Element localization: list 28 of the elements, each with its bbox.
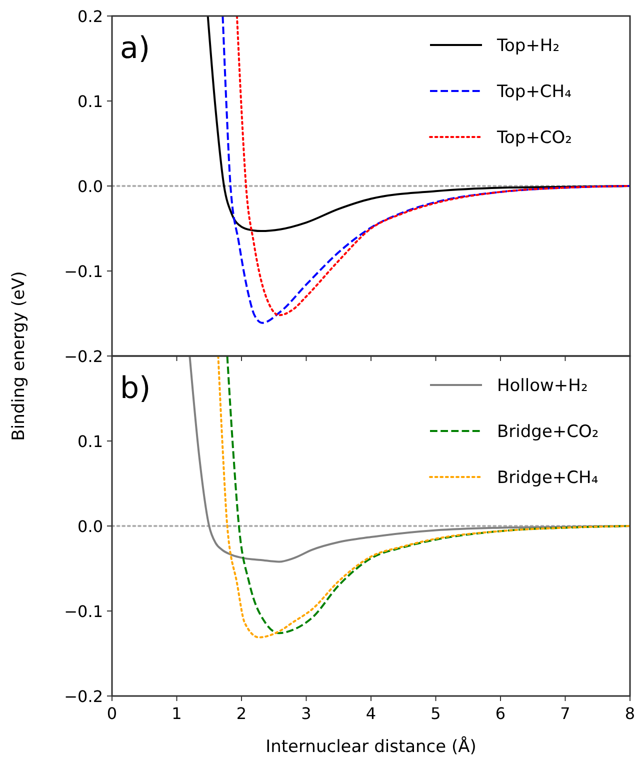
y-tick-label: −0.2 bbox=[64, 347, 103, 366]
x-tick-label: 3 bbox=[301, 704, 312, 723]
x-tick-label: 0 bbox=[106, 704, 118, 723]
y-tick-label: 0.0 bbox=[78, 177, 103, 196]
x-tick-label: 8 bbox=[624, 704, 636, 723]
legend-label: Top+CH₄ bbox=[496, 82, 572, 102]
legend-label: Top+H₂ bbox=[496, 36, 560, 56]
y-tick-label: 0.0 bbox=[78, 517, 103, 536]
y-tick-label: −0.1 bbox=[64, 602, 103, 621]
y-tick-label: −0.1 bbox=[64, 262, 103, 281]
x-axis-title: Internuclear distance (Å) bbox=[266, 736, 476, 757]
annotation: a) bbox=[120, 31, 150, 66]
y-tick-label: 0.2 bbox=[78, 7, 103, 26]
y-tick-label: −0.2 bbox=[64, 687, 103, 706]
annotation: b) bbox=[120, 371, 151, 406]
x-tick-label: 7 bbox=[560, 704, 570, 723]
x-tick-label: 4 bbox=[366, 704, 376, 723]
legend-label: Bridge+CO₂ bbox=[497, 422, 599, 442]
x-tick-label: 2 bbox=[236, 704, 247, 723]
legend-label: Bridge+CH₄ bbox=[497, 468, 598, 488]
legend-label: Top+CO₂ bbox=[496, 128, 572, 148]
y-tick-label: 0.1 bbox=[78, 92, 103, 111]
y-axis-title: Binding energy (eV) bbox=[9, 271, 29, 441]
x-tick-label: 5 bbox=[430, 704, 441, 723]
legend-label: Hollow+H₂ bbox=[497, 376, 588, 396]
x-tick-label: 6 bbox=[495, 704, 506, 723]
x-tick-label: 1 bbox=[172, 704, 182, 723]
y-tick-label: 0.1 bbox=[78, 432, 103, 451]
